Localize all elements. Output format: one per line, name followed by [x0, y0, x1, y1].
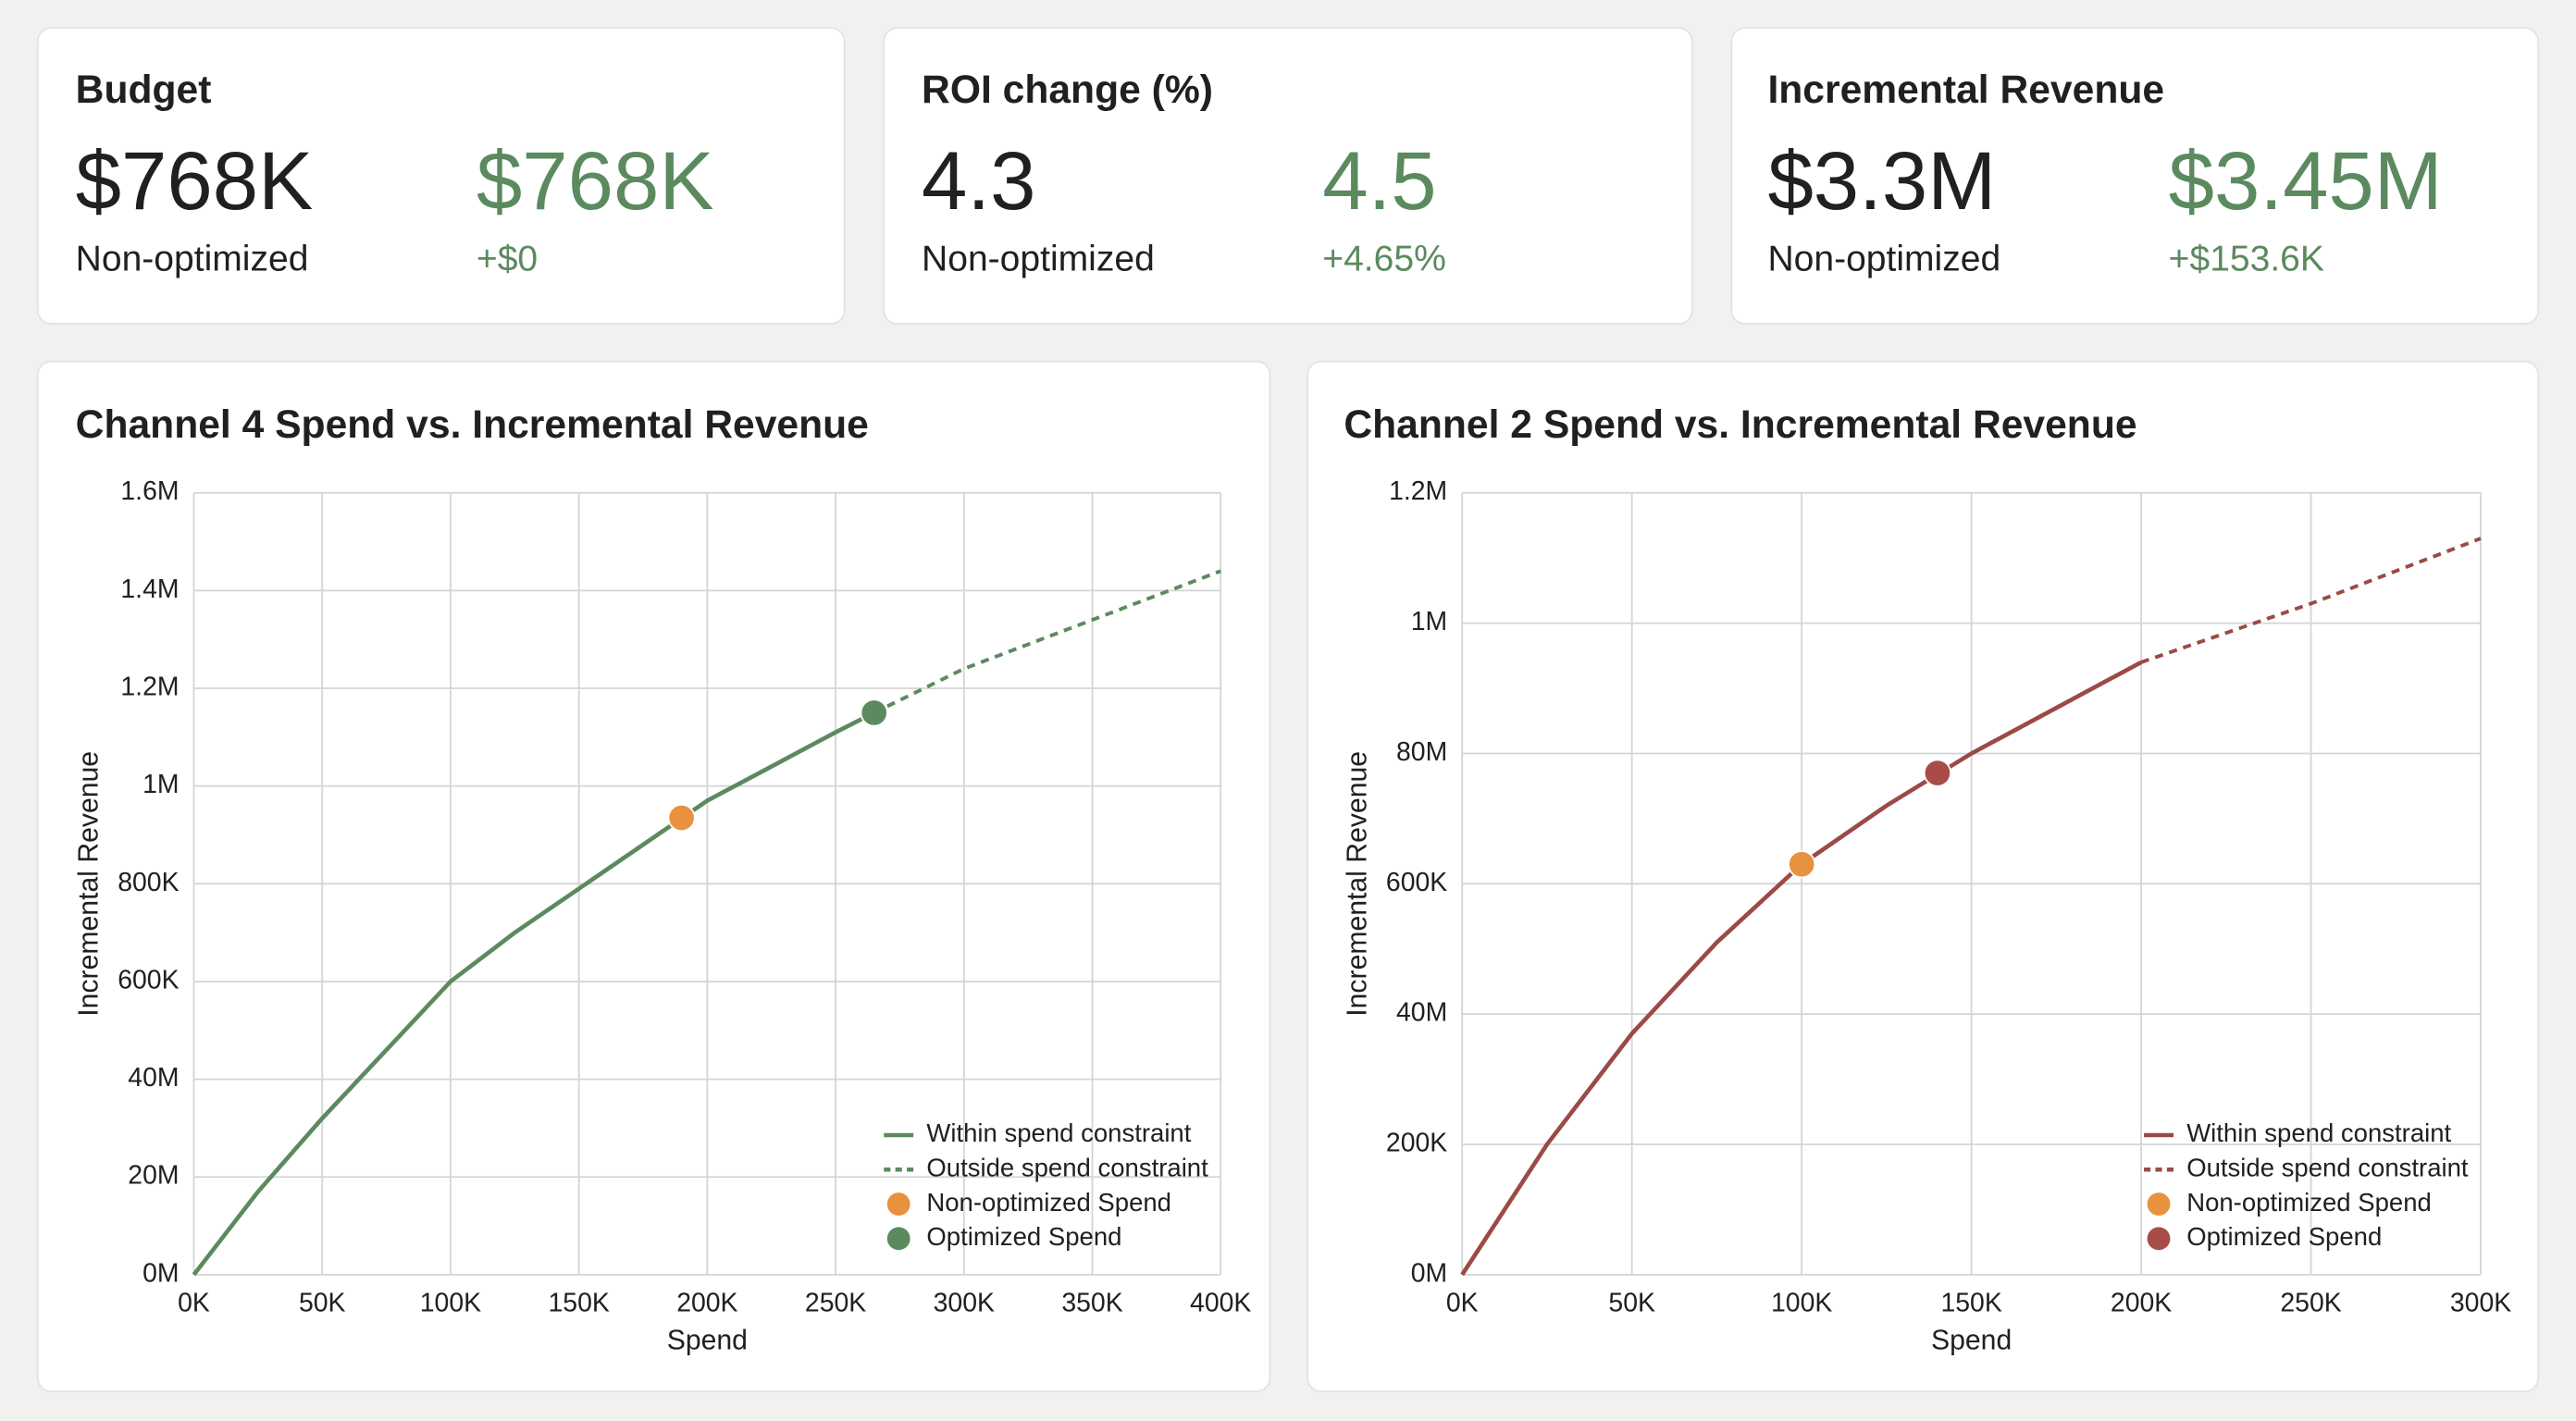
y-tick-label: 40M: [128, 1063, 179, 1093]
x-tick-label: 50K: [1608, 1288, 1655, 1317]
card-delta: +$0: [477, 240, 538, 279]
budget-card: [36, 27, 846, 325]
legend-label: Optimized Spend: [926, 1222, 1121, 1251]
y-tick-label: 600K: [118, 965, 179, 995]
card-delta: +4.65%: [1322, 240, 1446, 279]
chart-panel: [36, 360, 1271, 1392]
x-tick-label: 250K: [805, 1288, 866, 1317]
y-tick-label: 1.2M: [120, 673, 179, 702]
legend-marker: [2147, 1227, 2171, 1251]
card-optimized: $3.45M: [2169, 135, 2443, 227]
legend-label: Outside spend constraint: [926, 1154, 1208, 1182]
legend-marker: [886, 1192, 910, 1216]
card-delta: +$153.6K: [2169, 240, 2324, 279]
x-tick-label: 300K: [2450, 1288, 2511, 1317]
legend-label: Optimized Spend: [2186, 1222, 2382, 1251]
x-tick-label: 250K: [2280, 1288, 2341, 1317]
y-axis-label: Incremental Revenue: [74, 751, 105, 1017]
point: [1788, 850, 1816, 879]
legend-label: Within spend constraint: [2186, 1118, 2451, 1147]
x-tick-label: 300K: [934, 1288, 995, 1317]
x-axis-label: Spend: [1931, 1326, 2012, 1356]
y-tick-label: 20M: [128, 1161, 179, 1191]
x-tick-label: 50K: [299, 1288, 346, 1317]
legend-marker: [886, 1227, 910, 1251]
y-axis-label: Incremental Revenue: [1342, 751, 1372, 1017]
line: [192, 710, 875, 1277]
y-tick-label: 800K: [118, 868, 179, 897]
card-label: Non-optimized: [1767, 240, 2000, 279]
card-label: Non-optimized: [922, 240, 1155, 279]
card-optimized: $768K: [477, 135, 714, 227]
legend-label: Outside spend constraint: [2186, 1154, 2469, 1182]
revenue-card: [1730, 27, 2540, 325]
y-tick-label: 1M: [142, 770, 179, 799]
y-tick-label: 600K: [1386, 868, 1447, 897]
legend-label: Within spend constraint: [926, 1118, 1191, 1147]
y-tick-label: 0M: [1411, 1258, 1447, 1288]
card-value: 4.3: [922, 135, 1035, 227]
y-tick-label: 1.2M: [1389, 476, 1447, 506]
point: [667, 803, 696, 833]
legend-marker: [2147, 1192, 2171, 1216]
y-tick-label: 1.4M: [120, 575, 179, 604]
line: [2140, 537, 2482, 664]
x-tick-label: 0K: [178, 1288, 210, 1317]
card-value: $768K: [76, 135, 314, 227]
x-tick-label: 350K: [1061, 1288, 1122, 1317]
x-tick-label: 150K: [1940, 1288, 2001, 1317]
card-label: Non-optimized: [76, 240, 309, 279]
x-tick-label: 200K: [2111, 1288, 2172, 1317]
legend-label: Non-optimized Spend: [2186, 1188, 2432, 1217]
chart-title: Channel 2 Spend vs. Incremental Revenue: [1344, 402, 2136, 447]
card-title: Budget: [76, 68, 212, 112]
card-value: $3.3M: [1767, 135, 1996, 227]
y-tick-label: 40M: [1396, 998, 1447, 1028]
card-title: ROI change (%): [922, 68, 1213, 112]
x-tick-label: 400K: [1190, 1288, 1251, 1317]
point: [860, 698, 888, 727]
x-tick-label: 100K: [420, 1288, 481, 1317]
point: [1923, 759, 1952, 787]
y-tick-label: 1M: [1411, 607, 1447, 636]
legend-label: Non-optimized Spend: [926, 1188, 1171, 1217]
x-tick-label: 150K: [548, 1288, 609, 1317]
roi-card: [883, 27, 1693, 325]
y-tick-label: 1.6M: [120, 476, 179, 506]
y-tick-label: 80M: [1396, 737, 1447, 767]
x-tick-label: 0K: [1446, 1288, 1479, 1317]
chart-title: Channel 4 Spend vs. Incremental Revenue: [76, 402, 869, 447]
chart-panel: [1307, 360, 2540, 1392]
x-axis-label: Spend: [667, 1326, 748, 1356]
y-tick-label: 0M: [142, 1258, 179, 1288]
line: [873, 569, 1221, 715]
y-tick-label: 200K: [1386, 1129, 1447, 1158]
x-tick-label: 100K: [1771, 1288, 1832, 1317]
card-title: Incremental Revenue: [1767, 68, 2164, 112]
x-tick-label: 200K: [676, 1288, 737, 1317]
card-optimized: 4.5: [1322, 135, 1436, 227]
